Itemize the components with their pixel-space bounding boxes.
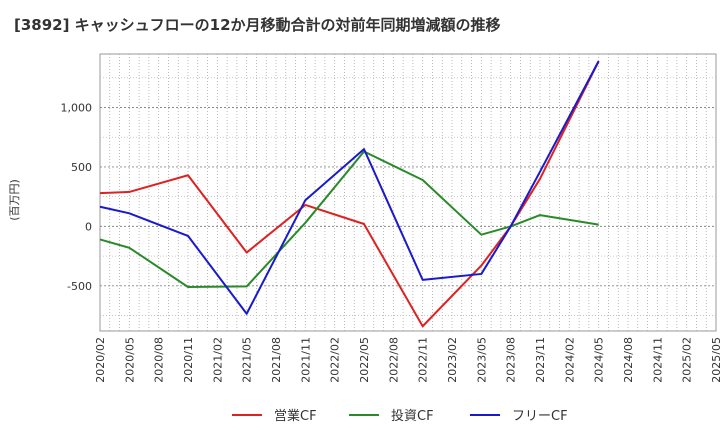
- x-tick-label: 2020/02: [94, 337, 107, 383]
- x-tick-label: 2024/02: [563, 337, 576, 383]
- x-tick-label: 2023/11: [534, 337, 547, 383]
- plot-frame: [99, 53, 717, 332]
- x-tick-label: 2022/02: [329, 337, 342, 383]
- x-tick-label: 2022/05: [358, 337, 371, 383]
- x-tick-label: 2025/02: [681, 337, 694, 383]
- y-tick-label: 1,000: [61, 101, 93, 114]
- x-tick-label: 2023/08: [505, 337, 518, 383]
- legend: 営業CF 投資CF フリーCF: [232, 408, 568, 424]
- x-tick-label: 2024/08: [622, 337, 635, 383]
- x-tick-label: 2021/05: [241, 337, 254, 383]
- series-line-0: [99, 60, 600, 328]
- axes-layer: 1,000 500 0 -500 2020/02 2020/05 2020/08 2020/1…: [61, 101, 720, 382]
- x-tick-label: 2020/11: [182, 337, 195, 383]
- x-tick-label: 2020/05: [123, 337, 136, 383]
- x-tick-label: 2025/05: [710, 337, 720, 383]
- grid-layer: [99, 53, 717, 332]
- series-layer: [99, 60, 600, 328]
- legend-label-2: フリーCF: [512, 409, 568, 424]
- x-tick-label: 2023/02: [446, 337, 459, 383]
- x-tick-label: 2020/08: [153, 337, 166, 383]
- x-tick-label: 2024/05: [593, 337, 606, 383]
- legend-label-1: 投資CF: [391, 408, 434, 424]
- x-tick-label: 2022/11: [417, 337, 430, 383]
- x-tick-label: 2021/11: [299, 337, 312, 383]
- y-tick-label: -500: [67, 280, 92, 293]
- series-line-2: [99, 60, 600, 315]
- x-tick-label: 2024/11: [651, 337, 664, 383]
- y-axis-label: (百万円): [8, 179, 21, 221]
- x-tick-label: 2022/08: [387, 337, 400, 383]
- y-tick-label: 500: [71, 161, 92, 174]
- x-tick-label: 2023/05: [475, 337, 488, 383]
- x-tick-label: 2021/08: [270, 337, 283, 383]
- x-tick-label: 2021/02: [211, 337, 224, 383]
- legend-label-0: 営業CF: [274, 408, 317, 424]
- y-tick-label: 0: [85, 220, 92, 233]
- chart-title: [3892] キャッシュフローの12か月移動合計の対前年同期増減額の推移: [14, 16, 501, 34]
